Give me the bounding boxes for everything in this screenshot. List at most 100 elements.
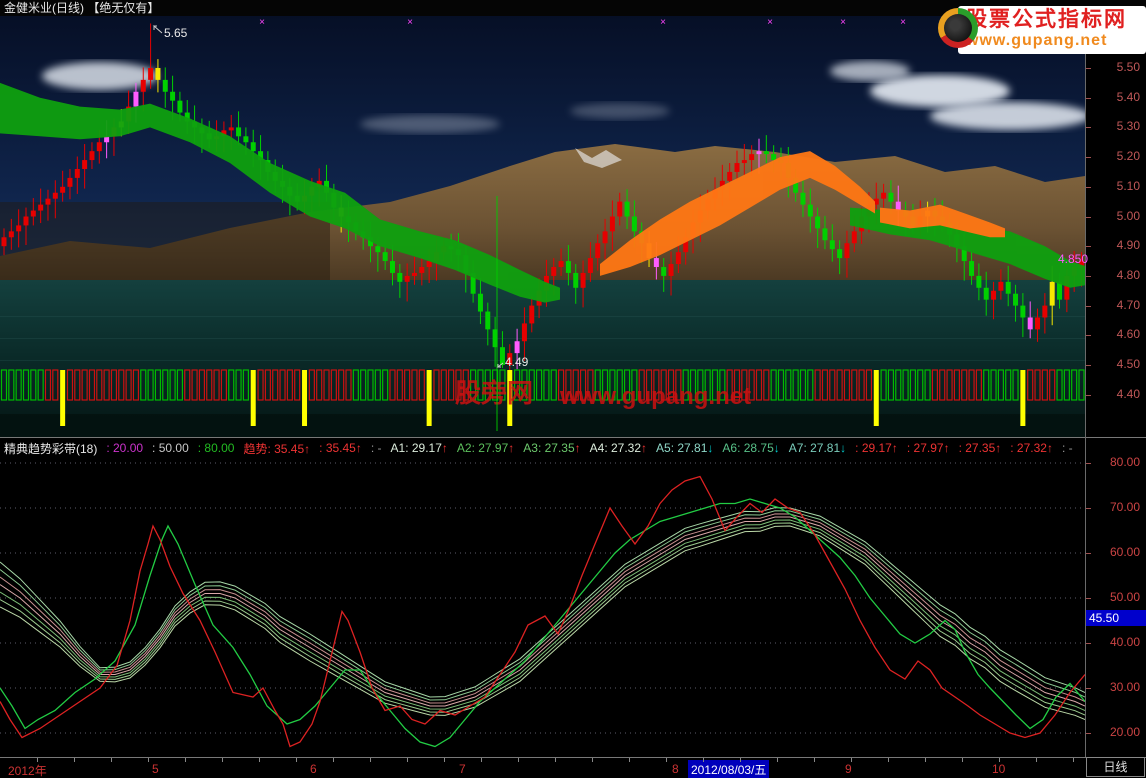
- strip-bar: [909, 369, 917, 401]
- up-arrow-icon: ↑: [1046, 441, 1053, 455]
- strip-bar: [206, 369, 213, 401]
- strip-bar: [169, 369, 176, 401]
- strip-bar: [257, 369, 264, 401]
- main-candlestick-chart[interactable]: 股旁网 www.gupang.net 5.65 4.49 × × × × × ×: [0, 16, 1085, 437]
- candle-body: [89, 151, 95, 161]
- ribbon-line-A3: [0, 519, 1085, 711]
- candle-body: [499, 347, 505, 365]
- strip-bar: [154, 369, 162, 401]
- candle-body: [184, 112, 190, 122]
- strip-bar: [733, 369, 741, 401]
- strip-bar: [924, 369, 931, 401]
- strip-bar: [345, 369, 352, 401]
- down-arrow-icon: ↓: [707, 441, 714, 455]
- strip-bar: [316, 369, 323, 401]
- candle-body: [1020, 305, 1026, 318]
- candle-body: [375, 246, 381, 253]
- strip-bar: [513, 369, 521, 401]
- strip-bar: [931, 369, 939, 401]
- time-tick-mark: [851, 758, 852, 762]
- candle-body: [991, 290, 997, 300]
- period-selector[interactable]: 日线: [1086, 757, 1145, 777]
- strip-bar: [440, 369, 447, 401]
- gupang-logo-icon: [938, 8, 978, 48]
- candle-body: [162, 79, 168, 92]
- candle-body: [426, 261, 432, 267]
- candle-body: [1013, 293, 1019, 306]
- strip-bar: [990, 369, 997, 401]
- strip-bar: [484, 369, 491, 401]
- time-tick-mark: [555, 758, 556, 762]
- time-axis[interactable]: 2012/08/03/五 2012年 5 6 7 8 9 10: [0, 757, 1146, 778]
- strip-bar: [799, 369, 807, 401]
- price-tick-mark: [1086, 275, 1091, 277]
- annotations-layer: 5.65 4.49 × × × × × ×: [152, 17, 906, 431]
- oscillator-tick-label: 80.00: [1109, 455, 1140, 469]
- time-tick-mark: [222, 758, 223, 762]
- price-tick-label: 4.60: [1116, 327, 1140, 342]
- strip-bar: [492, 369, 499, 401]
- time-tick-mark: [592, 758, 593, 762]
- strip-bar-yellow: [250, 370, 256, 426]
- strip-bar: [66, 369, 74, 401]
- time-tick-mark: [37, 758, 38, 762]
- strip-bar: [184, 369, 191, 401]
- strip-bar: [895, 369, 902, 401]
- strip-bar: [1041, 369, 1048, 401]
- watermark: 股旁网 www.gupang.net: [455, 378, 751, 410]
- time-tick-label: 8: [672, 762, 679, 776]
- price-tick-label: 4.80: [1116, 267, 1140, 282]
- strip-bar: [946, 369, 953, 401]
- axis-divider: [1085, 16, 1086, 757]
- candle-body: [16, 225, 22, 232]
- time-tick-mark: [1036, 758, 1037, 762]
- oscillator-tick-label: 30.00: [1109, 680, 1140, 694]
- strip-bar: [902, 369, 909, 401]
- strip-bar: [594, 369, 601, 401]
- high-annotation-arrow: [152, 25, 163, 34]
- strip-bar: [220, 369, 227, 401]
- candle-body: [82, 160, 88, 169]
- strip-bar: [711, 369, 719, 401]
- candle-body: [734, 163, 740, 172]
- site-logo[interactable]: 股票公式指标网 www.gupang.net: [958, 6, 1146, 54]
- time-tick-mark: [703, 758, 704, 762]
- time-tick-label: 9: [845, 762, 852, 776]
- strip-bar: [118, 369, 125, 401]
- strip-bar: [939, 369, 946, 401]
- indicator-value: : 29.17↑: [855, 441, 898, 455]
- panel-divider: [0, 437, 1146, 438]
- strip-bar: [917, 369, 924, 401]
- oscillator-chart[interactable]: [0, 458, 1085, 757]
- indicator-value: A1: 29.17↑: [390, 441, 448, 455]
- strip-bar: [660, 369, 667, 401]
- high-annotation: 5.65: [164, 26, 188, 40]
- strip-bar: [455, 369, 462, 401]
- candle-body: [888, 192, 894, 202]
- candle-body: [397, 272, 403, 282]
- strip-bar: [411, 369, 418, 401]
- candle-body: [580, 272, 586, 288]
- indicator-header-row[interactable]: 精典趋势彩带(18): 20.00: 50.00: 80.00 趋势: 35.45…: [4, 439, 1104, 457]
- candle-body: [1049, 281, 1055, 306]
- strip-bar-yellow: [873, 370, 879, 426]
- candle-body: [38, 204, 44, 211]
- price-tick-mark: [1086, 186, 1091, 188]
- strip-bar: [741, 369, 748, 401]
- strip-bar: [631, 369, 638, 401]
- strip-bar: [360, 369, 367, 401]
- indicator-name: 精典趋势彩带(18): [4, 441, 98, 456]
- strip-bar: [858, 369, 865, 401]
- indicator-value: : 20.00: [106, 441, 144, 455]
- candle-body: [587, 258, 593, 273]
- time-tick-mark: [814, 758, 815, 762]
- strip-bar: [74, 369, 81, 401]
- strip-bar: [1063, 369, 1070, 401]
- time-tick-label: 2012年: [8, 764, 47, 778]
- candle-body: [602, 231, 608, 244]
- time-tick-mark: [629, 758, 630, 762]
- chart-title: 金健米业(日线) 【绝无仅有】: [4, 1, 160, 15]
- strip-bar: [770, 369, 777, 401]
- strip-bar: [521, 369, 528, 401]
- watermark-cn: 股旁网: [455, 378, 533, 408]
